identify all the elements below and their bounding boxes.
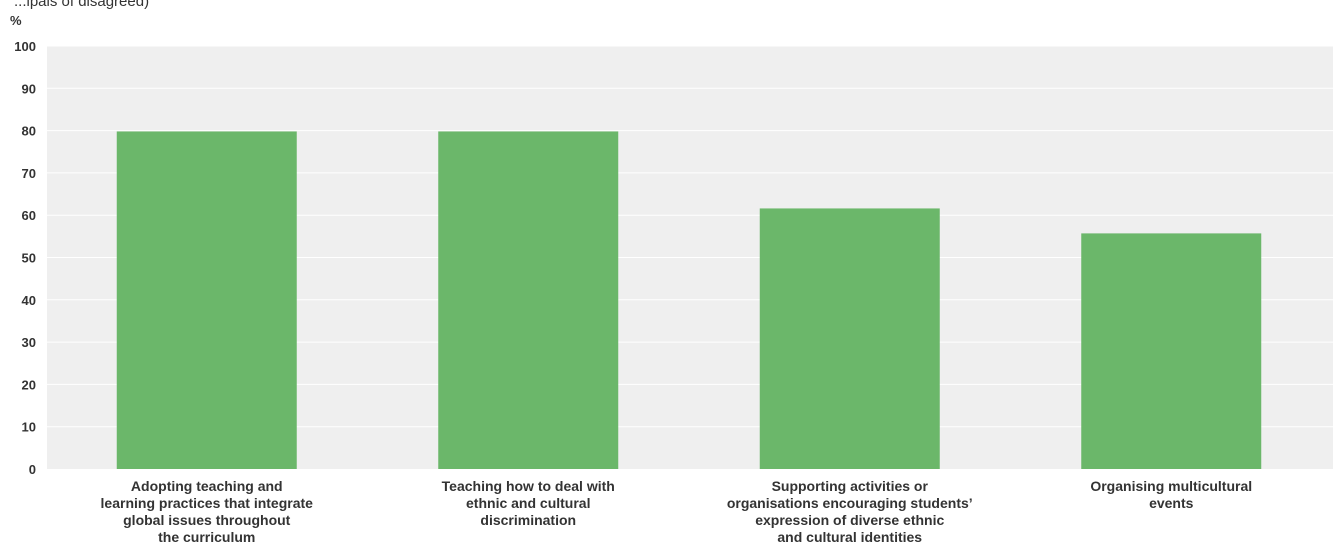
y-tick-label: 10	[22, 420, 36, 435]
y-tick-label: 0	[29, 462, 36, 477]
bar	[438, 131, 619, 470]
x-tick-label-line: ethnic and cultural	[466, 495, 591, 511]
bar	[116, 131, 297, 470]
x-tick-label: Organising multicultural events	[1031, 478, 1311, 512]
bar	[759, 208, 940, 469]
y-tick-label: 60	[22, 208, 36, 223]
y-tick-label: 70	[22, 166, 36, 181]
x-tick-label-line: Adopting teaching and	[130, 478, 283, 494]
x-tick-label-line: discrimination	[480, 512, 577, 528]
y-tick-label: 20	[22, 377, 36, 392]
x-tick-label-line: Organising multicultural	[1090, 478, 1253, 494]
bar	[1081, 233, 1262, 469]
x-tick-label-line: events	[1149, 495, 1194, 511]
y-tick-label: 50	[22, 251, 36, 266]
y-tick-label: 40	[22, 293, 36, 308]
y-tick-label: 80	[22, 124, 36, 139]
x-tick-label-line: Supporting activities or	[771, 478, 928, 494]
y-tick-label: 90	[22, 81, 36, 96]
x-tick-label-line: learning practices that integrate	[100, 495, 313, 511]
x-tick-label-line: and cultural identities	[777, 529, 923, 545]
x-tick-label-line: expression of diverse ethnic	[755, 512, 945, 528]
x-tick-label-line: Teaching how to deal with	[441, 478, 615, 494]
x-tick-label-line: organisations encouraging students’	[726, 495, 973, 511]
y-axis-unit-label: %	[10, 13, 22, 28]
x-tick-label-line: the curriculum	[158, 529, 256, 545]
x-tick-label: Supporting activities or organisations en…	[710, 478, 990, 546]
x-tick-label: Teaching how to deal with ethnic and cult…	[388, 478, 668, 529]
x-tick-label-line: global issues throughout	[123, 512, 291, 528]
y-tick-label: 100	[14, 39, 36, 54]
x-tick-label: Adopting teaching and learning practices …	[67, 478, 347, 546]
chart-caption-fragment: ...ipals of disagreed)	[14, 0, 150, 10]
y-tick-label: 30	[22, 335, 36, 350]
